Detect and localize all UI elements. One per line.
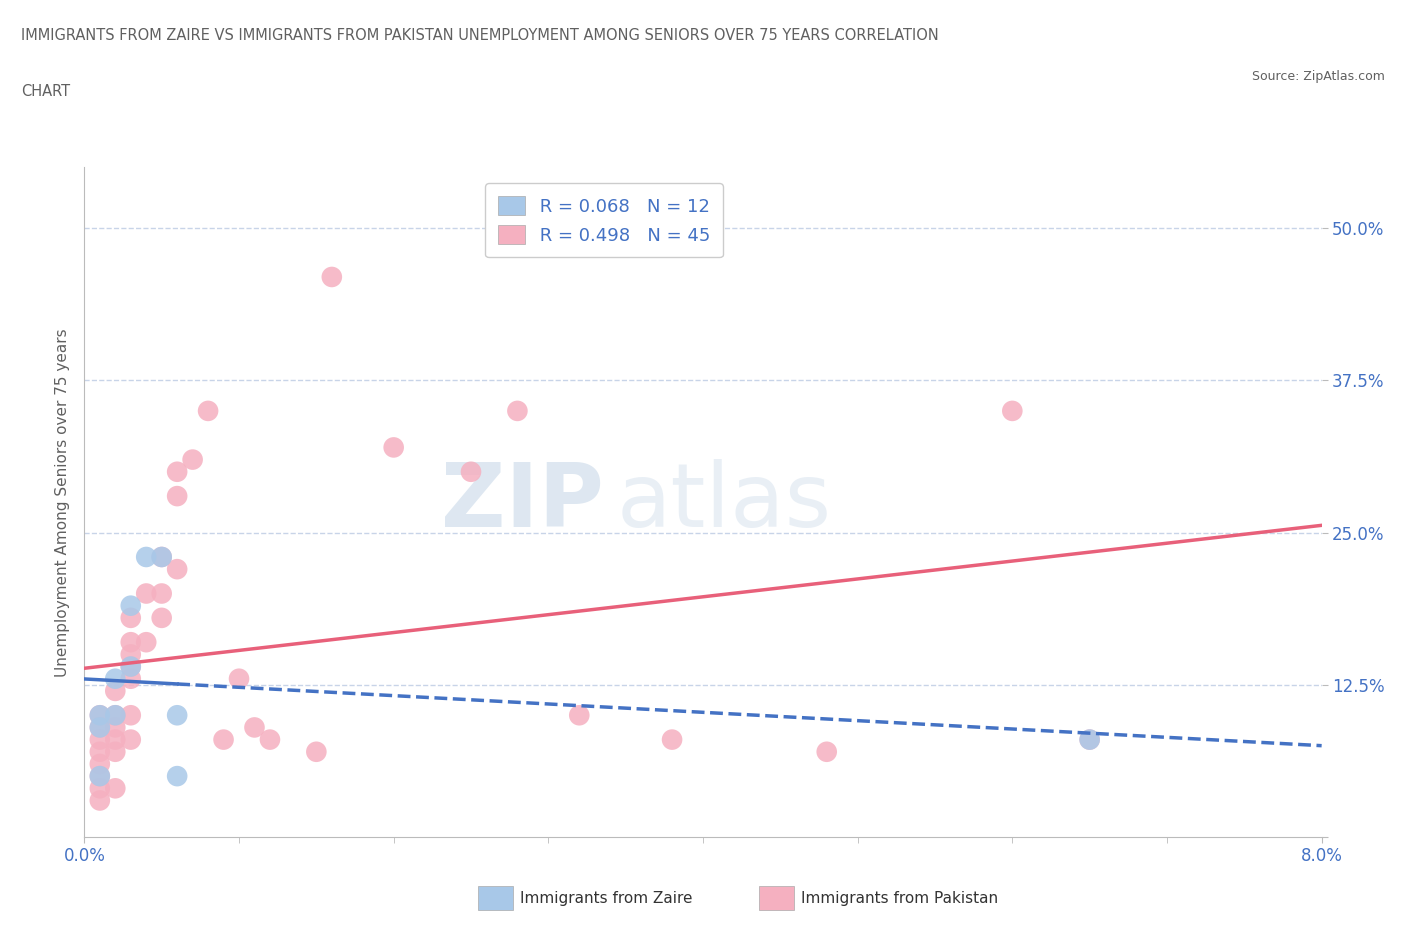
- Point: [150, 586, 173, 601]
- Point: [89, 756, 111, 771]
- Point: [815, 744, 838, 759]
- Point: [460, 464, 482, 479]
- Text: Immigrants from Zaire: Immigrants from Zaire: [520, 891, 693, 906]
- Text: IMMIGRANTS FROM ZAIRE VS IMMIGRANTS FROM PAKISTAN UNEMPLOYMENT AMONG SENIORS OVE: IMMIGRANTS FROM ZAIRE VS IMMIGRANTS FROM…: [21, 28, 939, 43]
- Point: [120, 671, 142, 686]
- Point: [89, 769, 111, 784]
- Point: [135, 635, 157, 650]
- Point: [166, 769, 188, 784]
- Point: [120, 708, 142, 723]
- Point: [120, 610, 142, 625]
- Point: [89, 781, 111, 796]
- Point: [166, 488, 188, 503]
- Point: [197, 404, 219, 418]
- Text: CHART: CHART: [21, 84, 70, 99]
- Point: [305, 744, 328, 759]
- Point: [212, 732, 235, 747]
- Point: [89, 708, 111, 723]
- Point: [1001, 404, 1024, 418]
- Point: [135, 550, 157, 565]
- Point: [166, 464, 188, 479]
- Y-axis label: Unemployment Among Seniors over 75 years: Unemployment Among Seniors over 75 years: [55, 328, 70, 676]
- Point: [120, 635, 142, 650]
- Point: [506, 404, 529, 418]
- Point: [104, 671, 127, 686]
- Point: [104, 708, 127, 723]
- Point: [89, 708, 111, 723]
- Point: [321, 270, 343, 285]
- Point: [1078, 732, 1101, 747]
- Text: Immigrants from Pakistan: Immigrants from Pakistan: [801, 891, 998, 906]
- Point: [135, 586, 157, 601]
- Text: ZIP: ZIP: [441, 458, 605, 546]
- Text: Source: ZipAtlas.com: Source: ZipAtlas.com: [1251, 70, 1385, 83]
- Point: [382, 440, 405, 455]
- Point: [166, 708, 188, 723]
- Point: [150, 610, 173, 625]
- Point: [104, 720, 127, 735]
- Point: [104, 732, 127, 747]
- Point: [104, 684, 127, 698]
- Point: [104, 708, 127, 723]
- Point: [150, 550, 173, 565]
- Point: [120, 659, 142, 674]
- Text: atlas: atlas: [616, 458, 831, 546]
- Point: [661, 732, 683, 747]
- Point: [104, 744, 127, 759]
- Point: [89, 769, 111, 784]
- Legend:  R = 0.068   N = 12,  R = 0.498   N = 45: R = 0.068 N = 12, R = 0.498 N = 45: [485, 183, 723, 258]
- Point: [181, 452, 204, 467]
- Point: [150, 550, 173, 565]
- Point: [120, 659, 142, 674]
- Point: [104, 781, 127, 796]
- Point: [120, 598, 142, 613]
- Point: [89, 732, 111, 747]
- Point: [568, 708, 591, 723]
- Point: [89, 793, 111, 808]
- Point: [228, 671, 250, 686]
- Point: [166, 562, 188, 577]
- Point: [243, 720, 266, 735]
- Point: [1078, 732, 1101, 747]
- Point: [259, 732, 281, 747]
- Point: [89, 720, 111, 735]
- Point: [120, 732, 142, 747]
- Point: [89, 744, 111, 759]
- Point: [89, 720, 111, 735]
- Point: [120, 647, 142, 662]
